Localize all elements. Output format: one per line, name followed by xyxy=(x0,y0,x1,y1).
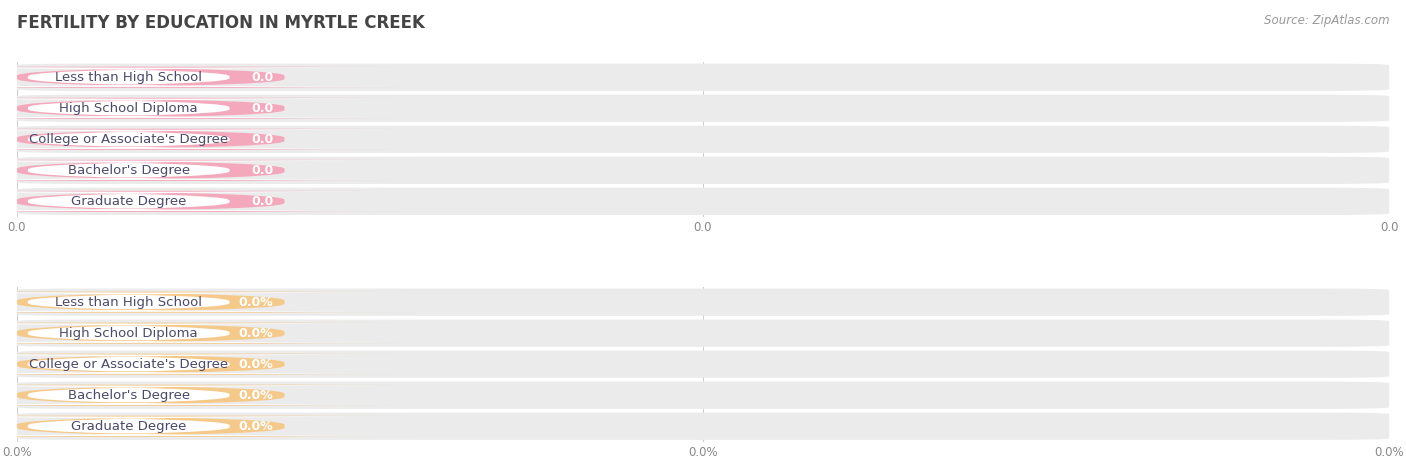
Text: 0.0%: 0.0% xyxy=(239,389,274,402)
Text: Less than High School: Less than High School xyxy=(55,71,202,84)
FancyBboxPatch shape xyxy=(0,323,413,344)
FancyBboxPatch shape xyxy=(0,66,413,88)
FancyBboxPatch shape xyxy=(17,413,1389,440)
FancyBboxPatch shape xyxy=(0,161,411,180)
Text: 0.0%: 0.0% xyxy=(239,358,274,370)
FancyBboxPatch shape xyxy=(17,64,1389,91)
Text: 0.0%: 0.0% xyxy=(239,295,274,309)
Text: 0.0: 0.0 xyxy=(252,164,274,177)
FancyBboxPatch shape xyxy=(17,351,1389,378)
FancyBboxPatch shape xyxy=(17,288,1389,316)
Text: High School Diploma: High School Diploma xyxy=(59,102,198,115)
Text: Source: ZipAtlas.com: Source: ZipAtlas.com xyxy=(1264,14,1389,27)
Text: Bachelor's Degree: Bachelor's Degree xyxy=(67,389,190,402)
Text: 0.0%: 0.0% xyxy=(239,420,274,433)
Text: Bachelor's Degree: Bachelor's Degree xyxy=(67,164,190,177)
FancyBboxPatch shape xyxy=(17,188,1389,215)
FancyBboxPatch shape xyxy=(0,129,413,150)
FancyBboxPatch shape xyxy=(17,157,1389,184)
Text: Graduate Degree: Graduate Degree xyxy=(72,420,187,433)
FancyBboxPatch shape xyxy=(0,385,413,406)
Text: Less than High School: Less than High School xyxy=(55,295,202,309)
FancyBboxPatch shape xyxy=(17,381,1389,409)
FancyBboxPatch shape xyxy=(17,95,1389,122)
FancyBboxPatch shape xyxy=(0,416,413,437)
FancyBboxPatch shape xyxy=(0,323,411,343)
FancyBboxPatch shape xyxy=(0,67,411,87)
Text: College or Associate's Degree: College or Associate's Degree xyxy=(30,358,228,370)
Text: FERTILITY BY EDUCATION IN MYRTLE CREEK: FERTILITY BY EDUCATION IN MYRTLE CREEK xyxy=(17,14,425,32)
FancyBboxPatch shape xyxy=(0,293,411,312)
Text: 0.0: 0.0 xyxy=(252,71,274,84)
Text: 0.0: 0.0 xyxy=(252,102,274,115)
FancyBboxPatch shape xyxy=(0,354,411,374)
FancyBboxPatch shape xyxy=(0,191,413,212)
FancyBboxPatch shape xyxy=(0,160,413,181)
FancyBboxPatch shape xyxy=(0,98,413,119)
FancyBboxPatch shape xyxy=(0,386,411,405)
Text: College or Associate's Degree: College or Associate's Degree xyxy=(30,133,228,146)
FancyBboxPatch shape xyxy=(0,292,413,313)
Text: Graduate Degree: Graduate Degree xyxy=(72,195,187,208)
Text: High School Diploma: High School Diploma xyxy=(59,327,198,340)
Text: 0.0: 0.0 xyxy=(252,133,274,146)
FancyBboxPatch shape xyxy=(0,130,411,149)
FancyBboxPatch shape xyxy=(17,320,1389,347)
FancyBboxPatch shape xyxy=(0,417,411,436)
Text: 0.0%: 0.0% xyxy=(239,327,274,340)
FancyBboxPatch shape xyxy=(0,99,411,118)
FancyBboxPatch shape xyxy=(0,192,411,211)
FancyBboxPatch shape xyxy=(17,126,1389,153)
FancyBboxPatch shape xyxy=(0,354,413,375)
Text: 0.0: 0.0 xyxy=(252,195,274,208)
